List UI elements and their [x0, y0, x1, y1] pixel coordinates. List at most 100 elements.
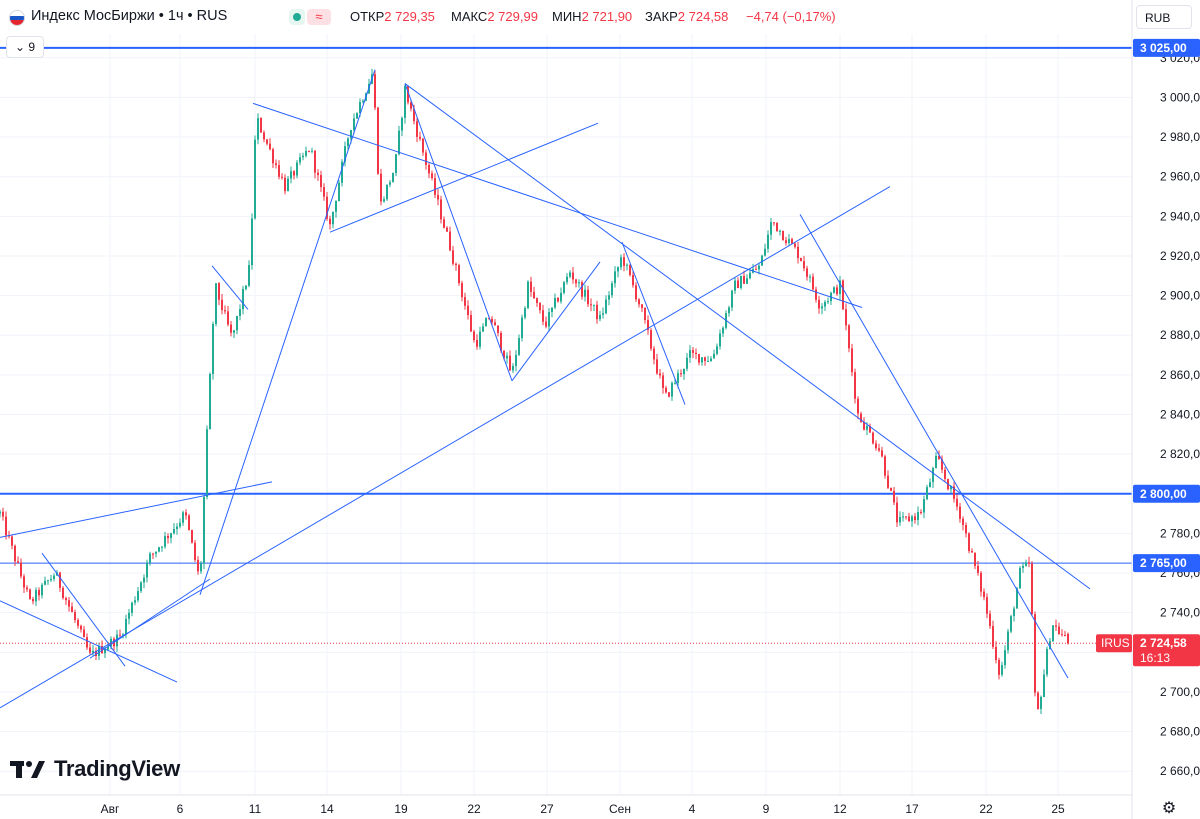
- open-value: 2 729,35: [384, 9, 435, 24]
- indicators-toggle-button[interactable]: ⌄ 9: [6, 36, 44, 58]
- candle-body: [572, 272, 574, 280]
- candle-body: [662, 375, 664, 388]
- candle-body: [653, 348, 655, 360]
- candle-body: [896, 502, 898, 523]
- russia-flag-icon: [9, 10, 25, 26]
- close-value: 2 724,58: [677, 9, 729, 24]
- candle-body: [761, 255, 763, 266]
- candle-body: [806, 268, 808, 277]
- candle-body: [152, 553, 154, 555]
- trendline: [252, 102, 863, 308]
- candle-body: [839, 280, 841, 295]
- candle-body: [50, 578, 52, 581]
- candle-body: [47, 580, 49, 582]
- market-status-icon[interactable]: [289, 9, 305, 25]
- candle-body: [278, 165, 280, 177]
- candle-body: [755, 269, 757, 271]
- time-tick-label: 22: [979, 802, 993, 816]
- candle-body: [968, 533, 970, 552]
- candle-body: [557, 297, 559, 302]
- candle-body: [737, 280, 739, 289]
- candle-body: [140, 582, 142, 592]
- candle-body: [911, 516, 913, 522]
- currency-button[interactable]: RUB: [1136, 5, 1192, 29]
- candle-body: [641, 304, 643, 308]
- candle-body: [128, 612, 130, 619]
- candle-body: [845, 309, 847, 326]
- candle-body: [146, 562, 148, 578]
- symbol-title[interactable]: Индекс МосБиржи • 1ч • RUS: [31, 8, 228, 24]
- settings-gear-icon[interactable]: ⚙: [1161, 800, 1177, 817]
- candle-body: [458, 265, 460, 284]
- candle-body: [917, 511, 919, 521]
- candle-body: [1067, 633, 1069, 644]
- candle-body: [593, 304, 595, 306]
- candle-body: [386, 184, 388, 200]
- price-tick-label: 2 660,00: [1160, 764, 1200, 778]
- candle-body: [299, 157, 301, 163]
- candle-body: [212, 323, 214, 374]
- time-axis[interactable]: Авг 6 11 14 19 22 27 Сен 4 9 12 17 22 25: [0, 794, 1132, 816]
- level-price-tag: [1133, 554, 1200, 573]
- candle-body: [20, 562, 22, 577]
- candle-body: [431, 173, 433, 179]
- candle-body: [296, 162, 298, 176]
- candle-body: [416, 121, 418, 137]
- candle-body: [953, 486, 955, 499]
- time-tick-label: 14: [320, 802, 334, 816]
- candle-body: [779, 230, 781, 232]
- price-tick-label: 2 880,00: [1160, 328, 1200, 342]
- candle-body: [311, 150, 313, 152]
- candle-body: [512, 365, 514, 371]
- candle-body: [452, 250, 454, 264]
- candle-body: [503, 350, 505, 359]
- tradingview-logo[interactable]: TradingView: [10, 756, 180, 782]
- candle-body: [569, 272, 571, 277]
- trendline: [0, 186, 891, 709]
- candle-body: [362, 100, 364, 102]
- time-tick-label: 4: [689, 802, 696, 816]
- candle-body: [233, 330, 235, 333]
- candle-body: [785, 240, 787, 244]
- candle-body: [206, 429, 208, 497]
- candle-body: [683, 368, 685, 375]
- candle-body: [95, 650, 97, 656]
- candle-body: [122, 634, 124, 636]
- candle-body: [821, 306, 823, 309]
- time-tick-label: 19: [394, 802, 408, 816]
- candle-body: [854, 372, 856, 399]
- candle-body: [137, 591, 139, 601]
- candle-body: [254, 139, 256, 219]
- candle-body: [659, 373, 661, 376]
- candle-body: [350, 129, 352, 139]
- candle-body: [338, 182, 340, 202]
- last-price-tag: [1133, 634, 1200, 667]
- candle-body: [518, 338, 520, 355]
- candle-body: [692, 350, 694, 353]
- price-axis[interactable]: 2 660,002 680,002 700,002 720,002 740,00…: [1096, 0, 1200, 819]
- candle-body: [881, 450, 883, 457]
- trendline: [199, 69, 376, 595]
- candle-body: [263, 132, 265, 140]
- candle-body: [1049, 641, 1051, 650]
- candle-body: [332, 211, 334, 225]
- candle-body: [158, 547, 160, 552]
- candle-body: [359, 101, 361, 114]
- candle-body: [410, 102, 412, 109]
- time-tick-label: 27: [540, 802, 554, 816]
- candle-body: [479, 331, 481, 347]
- price-tick-label: 2 820,00: [1160, 447, 1200, 461]
- candle-body: [53, 575, 55, 579]
- candle-body: [422, 138, 424, 153]
- candle-body: [77, 619, 79, 626]
- candle-body: [983, 591, 985, 598]
- candle-body: [71, 606, 73, 613]
- candle-body: [590, 304, 592, 306]
- candle-body: [464, 297, 466, 306]
- delayed-data-icon[interactable]: ≈: [307, 9, 331, 25]
- price-tick-label: 2 780,00: [1160, 526, 1200, 540]
- candle-body: [473, 331, 475, 340]
- candle-body: [1061, 634, 1063, 636]
- candle-body: [194, 542, 196, 560]
